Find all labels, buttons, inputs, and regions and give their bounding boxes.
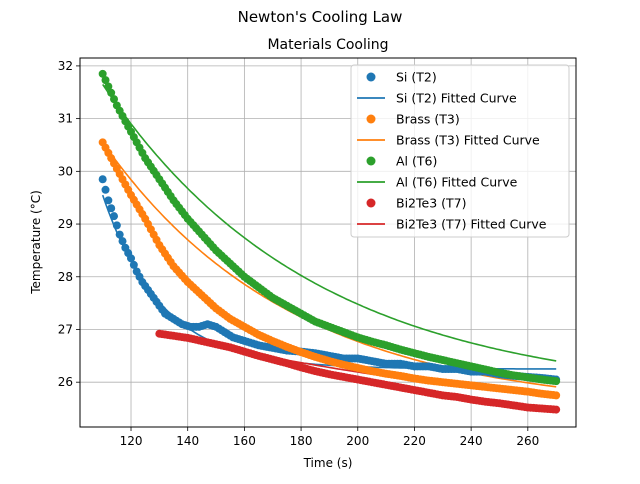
y-axis-label: Temperature (°C) xyxy=(29,190,43,295)
legend-label: Al (T6) Fitted Curve xyxy=(396,175,518,190)
data-point xyxy=(98,69,107,78)
legend-label: Brass (T3) xyxy=(396,112,460,127)
x-tick-label: 260 xyxy=(516,434,539,448)
legend-box xyxy=(350,64,570,238)
legend-label: Brass (T3) Fitted Curve xyxy=(396,133,540,148)
y-tick-label: 26 xyxy=(58,375,73,389)
data-point xyxy=(110,212,119,221)
x-tick-label: 200 xyxy=(346,434,369,448)
data-point xyxy=(101,76,110,85)
chart-title: Materials Cooling xyxy=(267,37,388,53)
data-point xyxy=(552,405,561,414)
x-tick-label: 240 xyxy=(460,434,483,448)
x-tick-label: 220 xyxy=(403,434,426,448)
x-tick-label: 160 xyxy=(233,434,256,448)
figure-suptitle: Newton's Cooling Law xyxy=(238,8,403,26)
y-axis-ticks: 26 27 28 29 30 31 32 xyxy=(58,59,80,389)
data-point xyxy=(101,185,110,194)
plot-frame xyxy=(79,57,577,428)
y-tick-label: 32 xyxy=(58,59,73,73)
data-point xyxy=(107,204,116,213)
x-tick-label: 140 xyxy=(176,434,199,448)
data-point xyxy=(112,221,121,230)
y-tick-label: 27 xyxy=(58,322,73,336)
y-tick-label: 31 xyxy=(58,112,73,126)
fitted-curve-line xyxy=(102,83,557,362)
legend-label: Bi2Te3 (T7) xyxy=(396,196,466,211)
data-point xyxy=(129,260,138,269)
legend-label: Al (T6) xyxy=(396,154,437,169)
x-tick-label: 180 xyxy=(290,434,313,448)
y-tick-label: 29 xyxy=(58,217,73,231)
data-point xyxy=(110,95,119,104)
legend-label: Si (T2) Fitted Curve xyxy=(396,91,517,106)
data-points xyxy=(98,69,561,414)
y-tick-label: 28 xyxy=(58,270,73,284)
data-point xyxy=(552,391,561,400)
data-point xyxy=(115,230,124,239)
data-point xyxy=(107,88,116,97)
data-point xyxy=(127,254,136,263)
legend-marker xyxy=(366,72,376,82)
legend-marker xyxy=(366,156,376,166)
legend: Si (T2) Si (T2) Fitted Curve Brass (T3) Bra… xyxy=(350,64,570,238)
y-tick-label: 30 xyxy=(58,164,73,178)
x-axis-ticks: 120 140 160 180 200 220 240 260 xyxy=(120,427,539,448)
legend-label: Si (T2) xyxy=(396,70,437,85)
data-point xyxy=(104,196,113,205)
data-point xyxy=(552,377,561,386)
legend-marker xyxy=(366,198,376,208)
data-point xyxy=(118,237,127,246)
data-point xyxy=(104,82,113,91)
x-axis-label: Time (s) xyxy=(303,456,353,470)
legend-label: Bi2Te3 (T7) Fitted Curve xyxy=(396,217,547,232)
data-point xyxy=(98,175,107,184)
x-tick-label: 120 xyxy=(120,434,143,448)
legend-marker xyxy=(366,114,376,124)
